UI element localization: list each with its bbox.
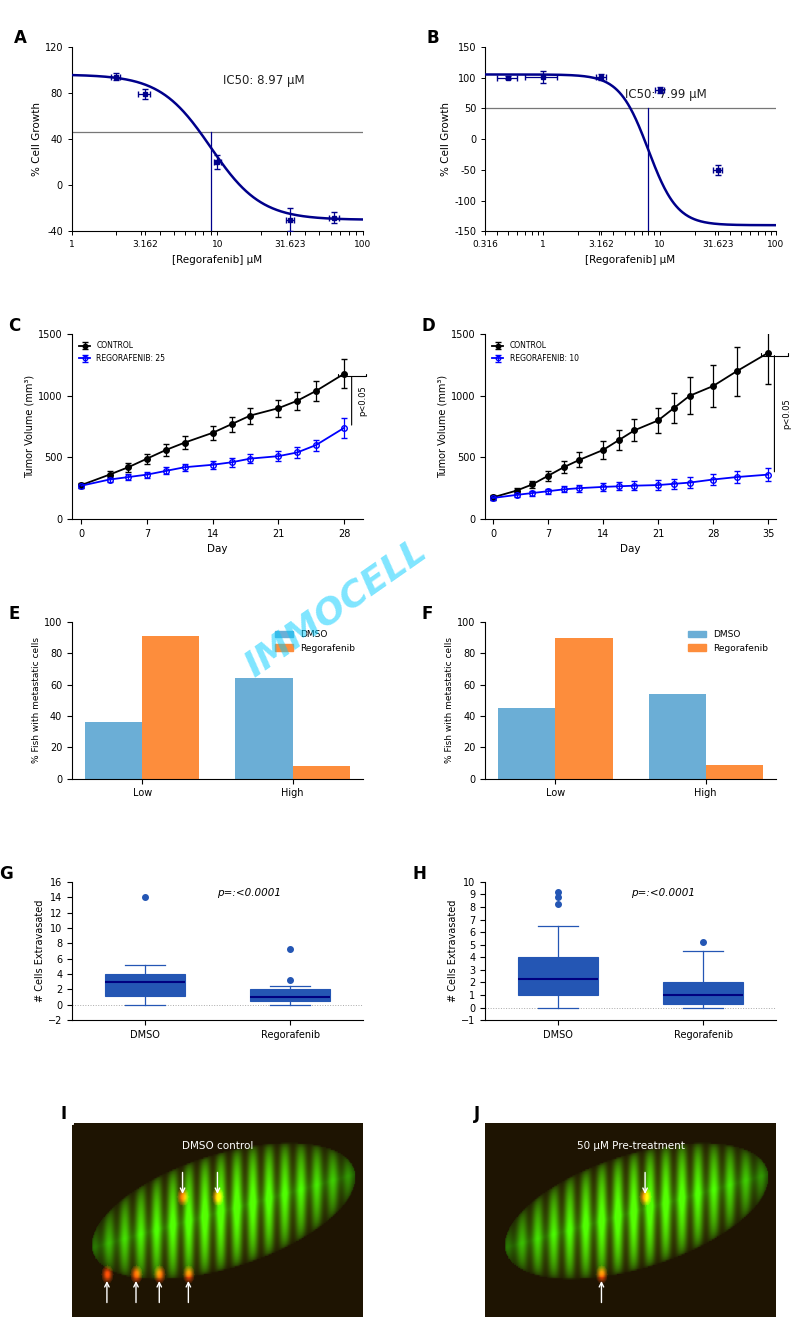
Text: E: E: [8, 604, 19, 623]
Text: B: B: [427, 29, 439, 47]
Text: C: C: [8, 317, 20, 334]
Y-axis label: % Cell Growth: % Cell Growth: [442, 102, 451, 176]
Text: G: G: [0, 865, 13, 882]
Bar: [498, 709, 555, 778]
Text: H: H: [412, 865, 426, 882]
X-axis label: Day: Day: [620, 544, 641, 554]
Text: IC50: 7.99 μM: IC50: 7.99 μM: [625, 88, 706, 102]
Text: 50 μM Pre-treatment: 50 μM Pre-treatment: [577, 1140, 685, 1151]
Y-axis label: % Fish with metastatic cells: % Fish with metastatic cells: [446, 638, 454, 763]
X-axis label: [Regorafenib] μM: [Regorafenib] μM: [172, 255, 262, 265]
Text: I: I: [60, 1106, 66, 1123]
Text: p=:<0.0001: p=:<0.0001: [630, 888, 694, 897]
Text: D: D: [421, 317, 435, 334]
Bar: [86, 722, 142, 778]
PathPatch shape: [663, 983, 743, 1004]
Y-axis label: % Cell Growth: % Cell Growth: [32, 102, 42, 176]
Text: DMSO control: DMSO control: [182, 1140, 253, 1151]
Y-axis label: Tumor Volume (mm³): Tumor Volume (mm³): [25, 376, 35, 479]
Legend: DMSO, Regorafenib: DMSO, Regorafenib: [684, 627, 771, 656]
Text: IMMOCELL: IMMOCELL: [239, 533, 433, 683]
Legend: CONTROL, REGORAFENIB: 25: CONTROL, REGORAFENIB: 25: [76, 338, 169, 366]
Text: A: A: [14, 29, 26, 47]
Text: p<0.05: p<0.05: [782, 398, 791, 429]
Bar: [293, 766, 350, 778]
Bar: [649, 694, 706, 778]
PathPatch shape: [105, 975, 185, 996]
Legend: CONTROL, REGORAFENIB: 10: CONTROL, REGORAFENIB: 10: [489, 338, 582, 366]
Y-axis label: Tumor Volume (mm³): Tumor Volume (mm³): [438, 376, 448, 479]
Bar: [235, 678, 293, 778]
X-axis label: [Regorafenib] μM: [Regorafenib] μM: [586, 255, 676, 265]
Text: p<0.05: p<0.05: [358, 385, 367, 416]
Y-axis label: # Cells Extravasated: # Cells Extravasated: [35, 900, 45, 1003]
Text: J: J: [474, 1106, 479, 1123]
Legend: DMSO, Regorafenib: DMSO, Regorafenib: [271, 627, 358, 656]
Text: F: F: [421, 604, 433, 623]
Bar: [142, 636, 199, 778]
Y-axis label: # Cells Extravasated: # Cells Extravasated: [448, 900, 458, 1003]
Text: p=:<0.0001: p=:<0.0001: [218, 888, 282, 897]
Text: IC50: 8.97 μM: IC50: 8.97 μM: [223, 74, 305, 87]
X-axis label: Day: Day: [207, 544, 228, 554]
Y-axis label: % Fish with metastatic cells: % Fish with metastatic cells: [32, 638, 41, 763]
PathPatch shape: [518, 957, 598, 995]
PathPatch shape: [250, 989, 330, 1001]
Bar: [706, 765, 762, 778]
Bar: [555, 638, 613, 778]
